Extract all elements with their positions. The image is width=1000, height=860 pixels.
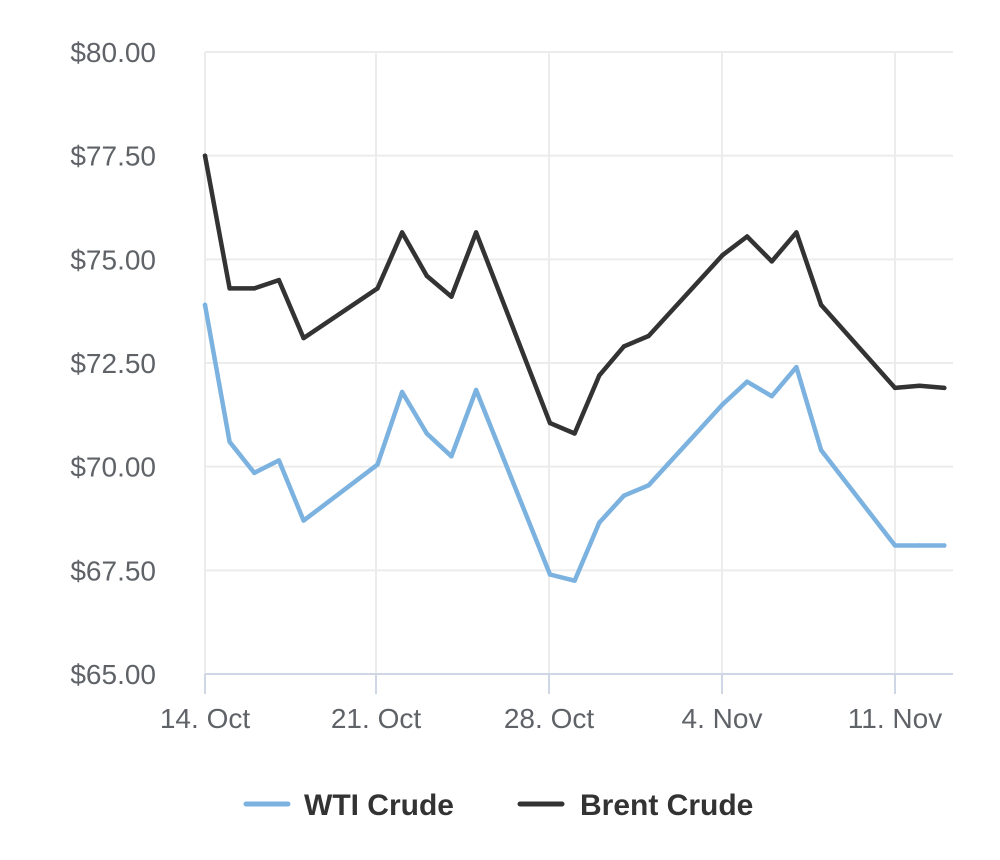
data-point xyxy=(646,333,651,339)
data-point xyxy=(424,273,429,279)
data-point xyxy=(744,379,750,384)
x-tick-label: 21. Oct xyxy=(331,703,421,734)
data-point xyxy=(375,462,380,467)
data-point xyxy=(449,294,454,299)
data-point xyxy=(449,454,454,459)
x-tick-label: 14. Oct xyxy=(160,703,250,734)
data-point xyxy=(720,253,725,258)
series-wti-crude xyxy=(202,302,947,583)
x-tick-label: 28. Oct xyxy=(504,703,594,734)
legend-item-wti-crude[interactable]: WTI Crude xyxy=(243,789,454,822)
legend-label: Brent Crude xyxy=(580,789,753,822)
x-tick-label: 4. Nov xyxy=(682,703,763,734)
data-point xyxy=(794,364,799,370)
data-point xyxy=(227,286,232,291)
data-point xyxy=(621,493,627,498)
y-tick-label: $80.00 xyxy=(70,37,156,68)
data-point xyxy=(892,385,898,391)
data-point xyxy=(399,389,405,395)
data-point xyxy=(769,259,774,264)
data-point xyxy=(769,394,774,399)
y-tick-label: $67.50 xyxy=(70,555,156,586)
data-point xyxy=(744,234,750,239)
data-point xyxy=(794,230,799,235)
data-point xyxy=(276,458,282,463)
data-point xyxy=(301,335,306,341)
data-point xyxy=(597,373,602,378)
data-point xyxy=(621,344,627,349)
data-point xyxy=(892,543,898,548)
x-tick-label: 11. Nov xyxy=(848,703,942,734)
series-lines xyxy=(202,153,947,583)
y-tick-label: $72.50 xyxy=(70,348,156,379)
data-point xyxy=(646,483,651,488)
data-point xyxy=(917,543,922,548)
data-point xyxy=(252,286,257,291)
data-point xyxy=(942,543,947,548)
data-point xyxy=(227,439,232,444)
grid-lines xyxy=(204,51,953,674)
data-point xyxy=(547,572,553,577)
y-tick-label: $77.50 xyxy=(70,141,156,172)
data-point xyxy=(473,230,479,235)
data-point xyxy=(375,286,380,291)
data-point xyxy=(301,518,306,523)
data-point xyxy=(399,230,405,235)
axes: $65.00 $67.50 $70.00 $72.50 $75.00 $77.50 $80.… xyxy=(70,37,953,734)
data-point xyxy=(276,277,282,283)
data-point xyxy=(202,153,208,158)
data-point xyxy=(473,387,479,393)
y-tick-label: $75.00 xyxy=(70,244,156,275)
data-point xyxy=(917,383,922,388)
data-point xyxy=(818,447,824,453)
data-point xyxy=(202,302,208,308)
y-tick-label: $65.00 xyxy=(70,659,156,690)
series-line xyxy=(202,153,947,436)
legend-item-brent-crude[interactable]: Brent Crude xyxy=(517,789,753,822)
data-point xyxy=(547,420,553,426)
series-brent-crude xyxy=(202,153,947,436)
data-point xyxy=(424,431,429,436)
series-line xyxy=(202,302,947,583)
legend-label: WTI Crude xyxy=(304,789,454,822)
data-point xyxy=(252,470,257,476)
data-point xyxy=(597,520,602,525)
legend[interactable]: WTI Crude Brent Crude xyxy=(243,789,753,822)
y-tick-label: $70.00 xyxy=(70,452,156,483)
data-point xyxy=(572,578,577,583)
data-point xyxy=(942,385,947,391)
data-point xyxy=(720,402,725,407)
data-point xyxy=(572,431,577,436)
data-point xyxy=(818,302,824,308)
